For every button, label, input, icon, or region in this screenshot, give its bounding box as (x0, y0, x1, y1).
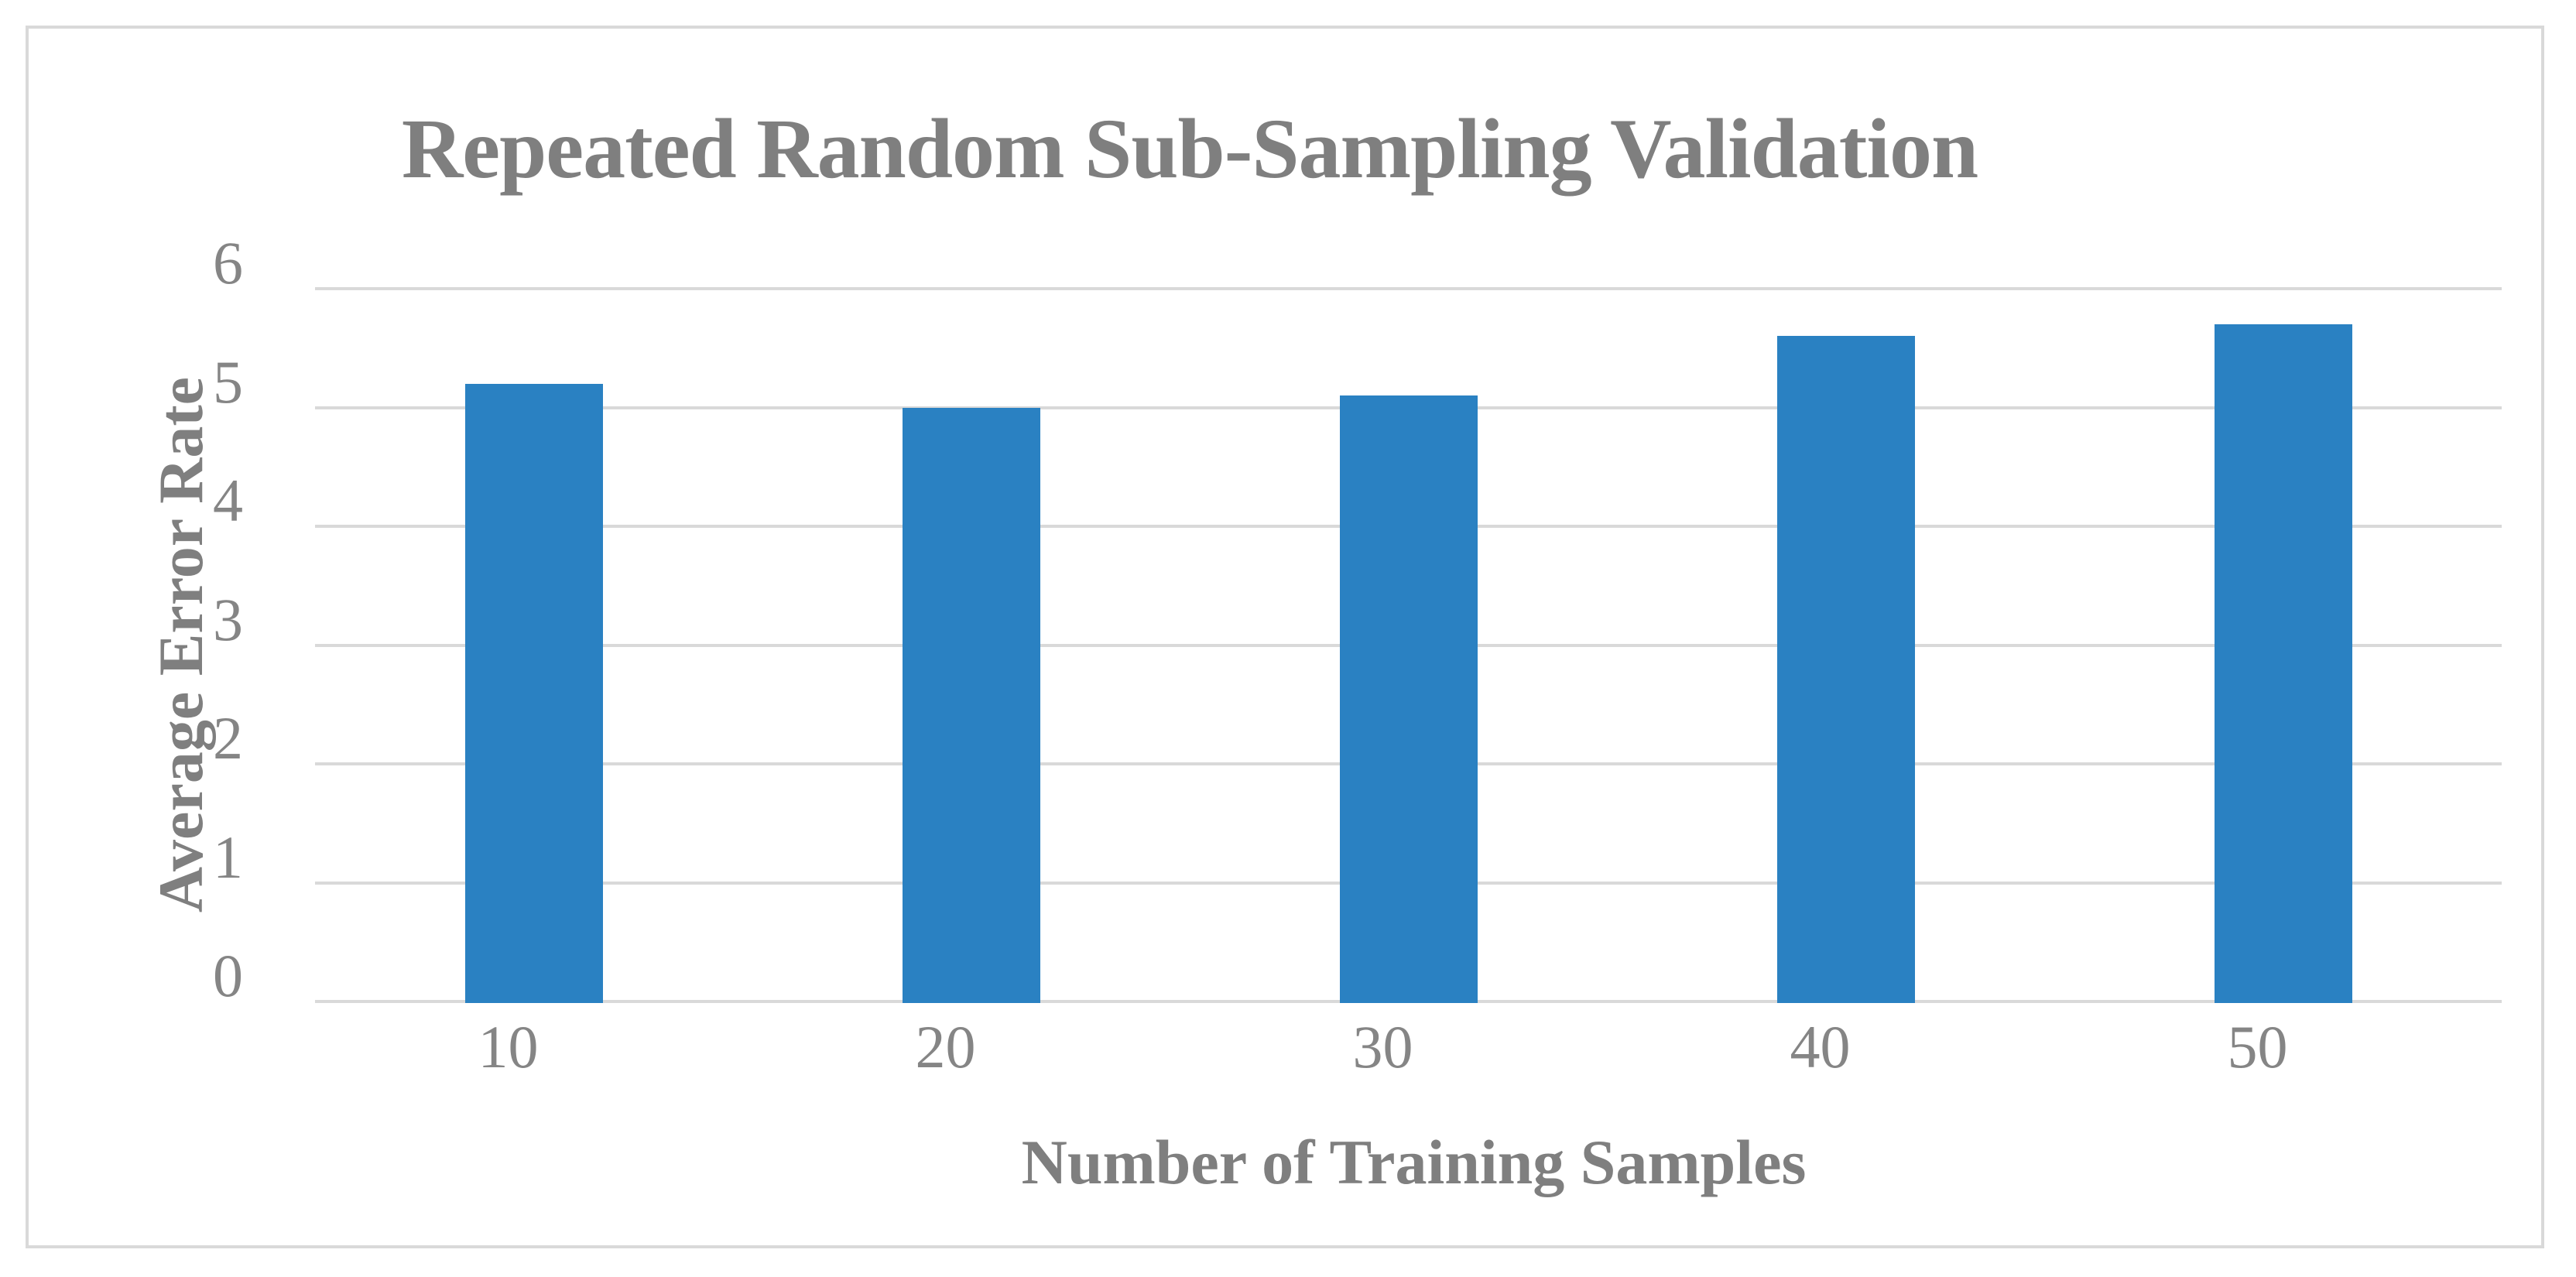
bar-50 (2214, 324, 2352, 1003)
x-tick-label-20: 20 (915, 1013, 976, 1080)
bar-40 (1776, 336, 1915, 1003)
y-tick-label-6: 6 (213, 229, 243, 296)
chart-title: Repeated Random Sub-Sampling Validation (401, 101, 1978, 196)
chart-frame: Repeated Random Sub-Sampling Validation … (26, 26, 2544, 1248)
x-axis-title: Number of Training Samples (1021, 1127, 1807, 1197)
bar-30 (1339, 395, 1478, 1003)
y-tick-label-1: 1 (213, 823, 243, 891)
bar-10 (464, 383, 603, 1003)
x-tick-label-30: 30 (1352, 1013, 1413, 1080)
y-tick-label-0: 0 (213, 942, 243, 1009)
x-tick-label-40: 40 (1790, 1013, 1851, 1080)
x-tick-label-50: 50 (2227, 1013, 2288, 1080)
x-tick-label-10: 10 (478, 1013, 539, 1080)
plot-area (315, 287, 2502, 1003)
y-tick-label-3: 3 (213, 585, 243, 653)
y-tick-label-5: 5 (213, 347, 243, 416)
y-tick-label-2: 2 (213, 704, 243, 772)
y-tick-label-4: 4 (213, 467, 243, 534)
bar-20 (902, 407, 1040, 1003)
gridline-y-6 (315, 287, 2502, 290)
